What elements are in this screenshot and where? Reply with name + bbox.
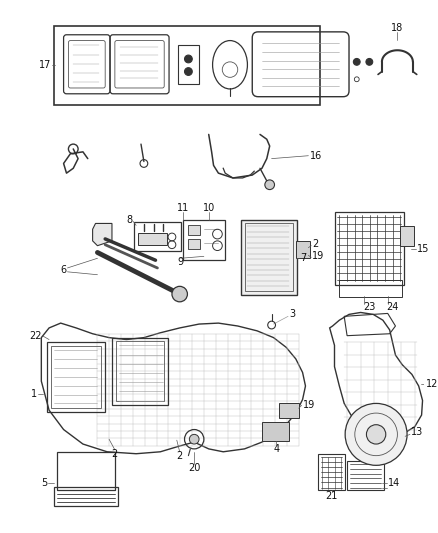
Text: 20: 20 (188, 463, 201, 473)
Bar (188, 225, 200, 235)
Text: 6: 6 (60, 265, 67, 275)
Text: 5: 5 (41, 478, 47, 488)
Bar (54, 487, 118, 506)
Circle shape (189, 434, 199, 444)
Circle shape (184, 68, 192, 75)
Text: 23: 23 (364, 302, 376, 312)
Text: 3: 3 (289, 309, 295, 319)
Bar (240, 220, 297, 295)
Circle shape (172, 286, 187, 302)
Bar (57, 452, 115, 490)
Bar (54, 26, 320, 106)
Bar (262, 422, 289, 441)
Bar (138, 233, 167, 245)
Bar (279, 403, 299, 418)
Bar (183, 220, 225, 260)
Text: 14: 14 (388, 478, 400, 488)
Bar (51, 346, 101, 408)
Text: 10: 10 (203, 203, 215, 213)
Text: 7: 7 (300, 253, 307, 263)
Circle shape (184, 55, 192, 63)
Text: 2: 2 (112, 449, 118, 459)
Bar (296, 241, 310, 259)
Bar (134, 222, 180, 251)
Bar (339, 280, 402, 297)
Text: 13: 13 (411, 427, 423, 438)
Text: 24: 24 (386, 302, 398, 312)
Text: 12: 12 (427, 379, 438, 389)
Text: 8: 8 (126, 215, 132, 224)
Bar (112, 337, 168, 405)
Text: 1: 1 (32, 389, 38, 399)
Circle shape (265, 180, 275, 190)
Bar (244, 223, 293, 291)
Text: 19: 19 (303, 400, 315, 410)
Text: 19: 19 (312, 252, 325, 261)
Text: 21: 21 (325, 491, 338, 502)
Text: 15: 15 (417, 244, 429, 254)
Bar (178, 45, 199, 84)
Text: 22: 22 (29, 330, 41, 341)
Text: 2: 2 (177, 451, 183, 461)
Bar (47, 343, 105, 412)
Text: 11: 11 (177, 203, 189, 213)
Text: 16: 16 (310, 151, 322, 161)
Text: 4: 4 (273, 444, 279, 454)
Text: 17: 17 (39, 60, 51, 70)
Circle shape (367, 425, 386, 444)
Circle shape (353, 59, 360, 65)
Bar (400, 227, 414, 246)
Polygon shape (92, 223, 112, 246)
Bar (347, 462, 384, 490)
Text: 9: 9 (177, 257, 184, 267)
Bar (116, 342, 164, 401)
Bar (335, 212, 404, 285)
Bar (188, 239, 200, 248)
Text: 18: 18 (391, 23, 403, 33)
Bar (318, 454, 345, 490)
Circle shape (366, 59, 373, 65)
Text: 2: 2 (312, 239, 318, 249)
Circle shape (345, 403, 407, 465)
